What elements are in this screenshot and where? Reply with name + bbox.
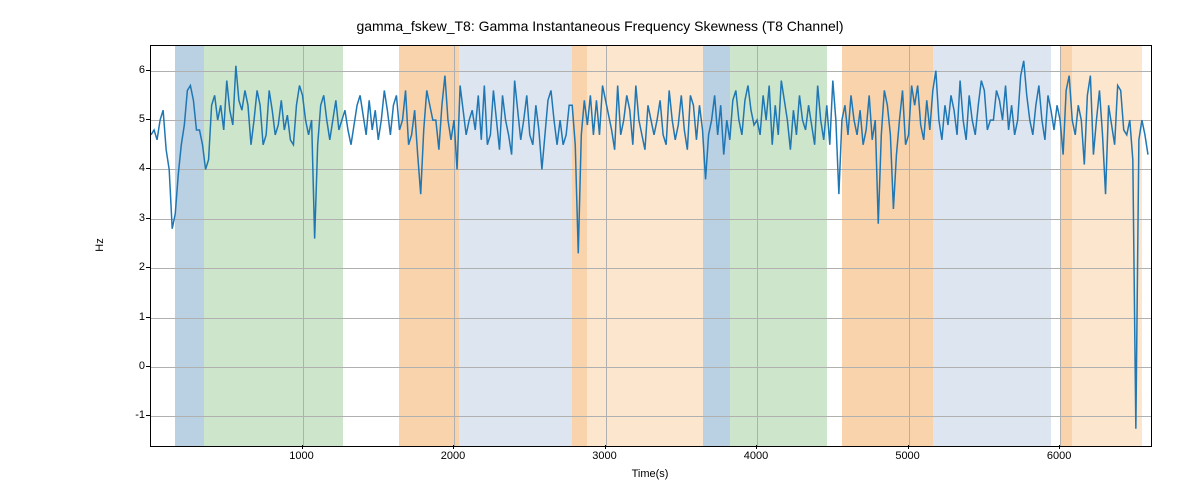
y-tick-mark — [146, 267, 150, 268]
plot-area — [150, 45, 1152, 447]
x-tick-label: 2000 — [441, 450, 465, 462]
x-tick-mark — [908, 445, 909, 449]
y-tick-label: 0 — [105, 360, 145, 372]
x-tick-mark — [453, 445, 454, 449]
x-tick-label: 1000 — [289, 450, 313, 462]
y-tick-mark — [146, 317, 150, 318]
series-line — [151, 61, 1148, 429]
y-tick-mark — [146, 415, 150, 416]
x-tick-mark — [756, 445, 757, 449]
y-tick-label: 4 — [105, 162, 145, 174]
x-tick-label: 3000 — [592, 450, 616, 462]
x-tick-label: 4000 — [744, 450, 768, 462]
y-tick-label: -1 — [105, 409, 145, 421]
x-axis-label: Time(s) — [632, 468, 669, 480]
y-tick-mark — [146, 70, 150, 71]
x-tick-mark — [1059, 445, 1060, 449]
x-tick-label: 6000 — [1047, 450, 1071, 462]
y-tick-label: 2 — [105, 261, 145, 273]
y-tick-mark — [146, 218, 150, 219]
x-tick-mark — [605, 445, 606, 449]
y-axis-label: Hz — [94, 238, 106, 251]
y-tick-mark — [146, 168, 150, 169]
chart-container: gamma_fskew_T8: Gamma Instantaneous Freq… — [0, 0, 1200, 500]
x-tick-mark — [302, 445, 303, 449]
y-tick-mark — [146, 366, 150, 367]
y-tick-label: 5 — [105, 113, 145, 125]
y-tick-label: 3 — [105, 212, 145, 224]
y-tick-mark — [146, 119, 150, 120]
chart-title: gamma_fskew_T8: Gamma Instantaneous Freq… — [0, 18, 1200, 34]
x-tick-label: 5000 — [895, 450, 919, 462]
y-tick-label: 6 — [105, 64, 145, 76]
y-tick-label: 1 — [105, 311, 145, 323]
data-line — [151, 46, 1151, 446]
